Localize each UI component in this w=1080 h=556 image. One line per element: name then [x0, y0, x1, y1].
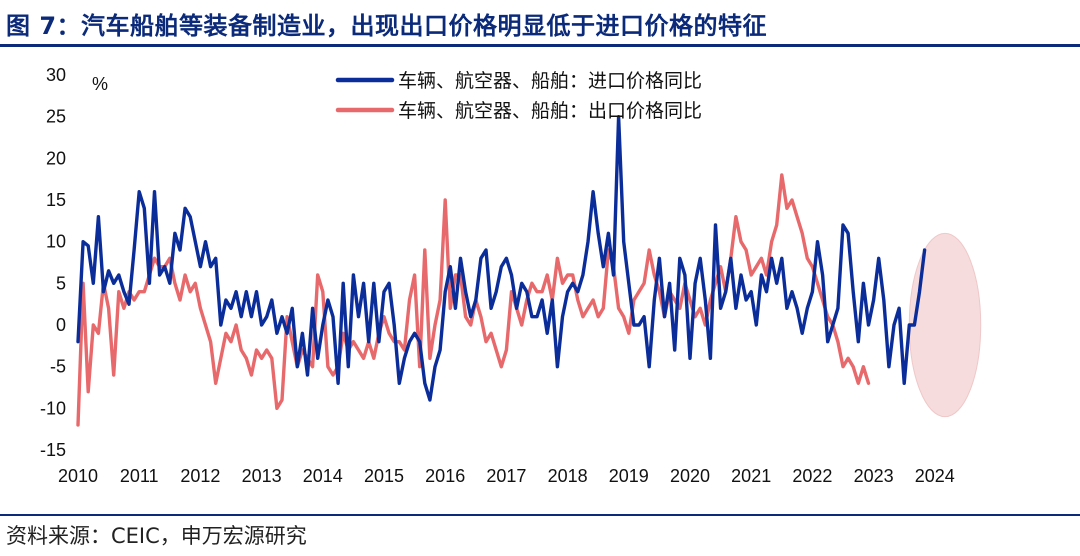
legend-label-export: 车辆、航空器、船舶：出口价格同比 [398, 100, 702, 122]
x-tick-label: 2020 [670, 466, 710, 486]
series-line-import [76, 114, 927, 402]
y-tick-label: -10 [40, 398, 66, 418]
y-tick-label: 25 [46, 107, 66, 127]
x-tick-label: 2018 [548, 466, 588, 486]
x-tick-label: 2010 [58, 466, 98, 486]
x-tick-label: 2021 [731, 466, 771, 486]
y-tick-label: 20 [46, 148, 66, 168]
x-tick-label: 2024 [915, 466, 955, 486]
y-tick-label: 0 [56, 315, 66, 335]
x-tick-label: 2014 [303, 466, 343, 486]
legend-label-import: 车辆、航空器、船舶：进口价格同比 [398, 70, 702, 92]
y-tick-label: 5 [56, 273, 66, 293]
y-tick-label: -15 [40, 440, 66, 460]
x-tick-label: 2012 [180, 466, 220, 486]
x-tick-label: 2017 [486, 466, 526, 486]
figure-title: 图 7：汽车船舶等装备制造业，出现出口价格明显低于进口价格的特征 [6, 12, 768, 40]
source-rule [0, 514, 1080, 516]
y-unit-label: % [92, 74, 108, 94]
title-bar: 图 7：汽车船舶等装备制造业，出现出口价格明显低于进口价格的特征 [0, 0, 1080, 48]
y-tick-label: 30 [46, 65, 66, 85]
x-tick-label: 2019 [609, 466, 649, 486]
title-rule [0, 44, 1080, 47]
y-tick-label: 10 [46, 232, 66, 252]
x-tick-label: 2013 [242, 466, 282, 486]
y-tick-label: 15 [46, 190, 66, 210]
highlight-layer [908, 232, 982, 418]
x-tick-label: 2022 [792, 466, 832, 486]
x-tick-label: 2011 [120, 466, 159, 486]
highlight-ellipse [908, 232, 982, 418]
y-tick-label: -5 [50, 357, 66, 377]
x-tick-label: 2016 [425, 466, 465, 486]
x-tick-label: 2015 [364, 466, 404, 486]
x-tick-label: 2023 [854, 466, 894, 486]
series-line-export [76, 173, 871, 427]
lines-layer [76, 114, 927, 427]
source-note: 资料来源：CEIC，申万宏源研究 [6, 524, 307, 548]
